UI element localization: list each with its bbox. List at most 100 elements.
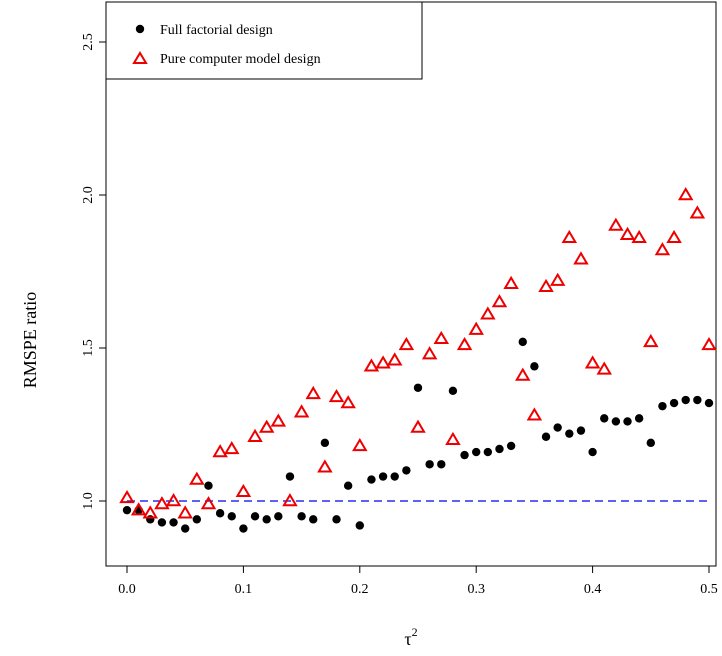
data-point-triangle [619,226,636,240]
data-point-triangle [445,431,461,445]
data-point-triangle [561,229,578,244]
y-tick-label: 2.5 [81,33,96,51]
data-point-triangle [200,496,217,510]
data-point-circle [169,518,178,527]
data-point-triangle [340,395,356,409]
data-point-triangle [130,502,147,516]
data-point-circle [448,386,458,396]
data-point-triangle [549,272,566,286]
data-point-circle [669,398,679,408]
data-point-triangle [689,205,706,219]
data-point-triangle [584,355,601,369]
x-tick-label: 0.3 [467,582,485,597]
data-point-circle [425,460,434,469]
data-point-triangle [701,336,717,351]
data-point-triangle [386,352,403,366]
data-point-triangle [375,355,391,369]
data-point-circle [646,438,655,448]
data-point-circle [472,447,481,457]
data-point-circle [506,441,516,451]
data-point-triangle [608,217,624,231]
data-point-triangle [328,388,345,403]
data-point-triangle [235,483,252,498]
legend-marker-full-factorial [135,24,145,34]
x-axis-label-superscript: 2 [412,625,418,639]
data-point-circle [658,401,667,411]
data-point-triangle [468,321,484,335]
data-point-triangle [212,444,228,458]
data-point-triangle [515,367,531,381]
data-point-circle [355,521,364,530]
data-point-circle [332,515,341,524]
data-point-triangle [224,441,240,455]
data-point-circle [378,472,388,481]
data-point-circle [600,414,609,423]
data-point-circle [704,398,714,408]
data-point-circle [565,429,574,438]
legend: Full factorial design Pure computer mode… [105,1,423,80]
data-point-triangle [247,428,263,442]
data-point-triangle [154,496,170,510]
data-point-triangle [456,336,473,351]
data-point-circle [553,423,562,432]
data-point-triangle [398,336,415,351]
data-point-triangle [643,333,659,348]
data-point-triangle [142,505,159,519]
data-point-circle [285,472,295,481]
data-point-circle [192,515,202,524]
data-point-circle [157,518,167,527]
data-point-triangle [526,407,543,421]
data-point-circle [483,447,493,457]
data-point-triangle [305,385,321,400]
data-point-triangle [677,187,694,201]
data-point-circle [204,481,213,490]
data-point-circle [343,481,353,490]
data-point-circle [146,515,155,524]
data-point-triangle [119,489,135,504]
y-tick-label: 2.0 [81,186,96,204]
data-point-triangle [270,413,287,427]
data-point-circle [541,432,551,441]
data-point-circle [495,444,504,454]
data-point-triangle [189,471,205,485]
data-point-circle [518,337,527,347]
data-point-circle [367,475,376,484]
data-point-triangle [503,275,519,289]
data-point-triangle [165,493,182,507]
data-point-circle [413,383,423,392]
data-point-circle [611,417,621,426]
data-point-circle [402,466,411,475]
x-tick-label: 0.4 [584,582,602,597]
y-tick-label: 1.5 [81,339,96,357]
x-tick-label: 0.0 [118,582,136,597]
x-tick-label: 0.5 [700,582,718,597]
x-axis-label-symbol: τ [404,629,411,649]
data-point-triangle [491,294,508,308]
data-point-circle [390,472,399,481]
data-point-circle [530,362,539,371]
data-point-circle [693,395,702,405]
y-tick-label: 1.0 [81,492,96,510]
y-axis-label: RMSPE ratio [20,292,40,389]
legend-marker-pure-computer-model [132,51,148,64]
data-point-circle [239,524,248,533]
data-point-triangle [352,437,368,452]
data-point-circle [309,515,318,524]
data-point-circle [634,414,644,423]
plot-frame [105,1,717,567]
data-point-circle [181,524,190,533]
data-point-circle [460,450,469,460]
data-point-circle [320,438,330,448]
data-point-triangle [363,358,380,372]
data-point-triangle [410,419,426,433]
data-point-triangle [317,459,333,473]
data-point-circle [250,512,260,521]
data-point-triangle [293,404,310,418]
series-full-factorial [122,337,714,533]
data-point-triangle [538,278,554,292]
data-point-circle [297,512,306,521]
data-point-circle [215,509,225,518]
data-point-circle [588,447,597,457]
data-point-circle [681,395,690,405]
